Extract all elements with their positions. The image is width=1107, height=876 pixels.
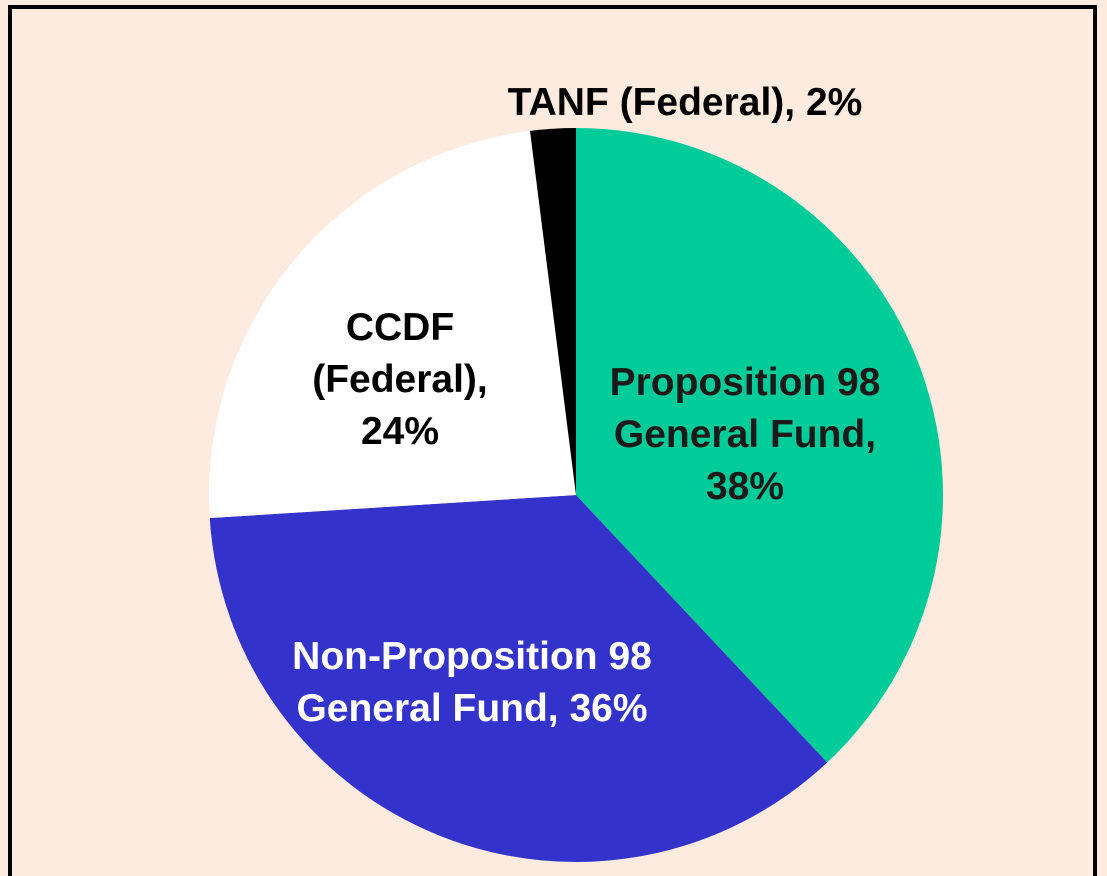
pie-slice — [576, 128, 943, 763]
pie-slice — [530, 128, 576, 495]
pie-slice — [209, 130, 576, 519]
frame — [8, 5, 1097, 876]
pie-slice — [209, 495, 828, 862]
data-label: Non-Proposition 98 General Fund, 36% — [292, 635, 652, 730]
data-label: CCDF (Federal), 24% — [312, 306, 488, 453]
data-label: Proposition 98 General Fund, 38% — [609, 361, 881, 508]
data-label: TANF (Federal), 2% — [507, 81, 863, 124]
